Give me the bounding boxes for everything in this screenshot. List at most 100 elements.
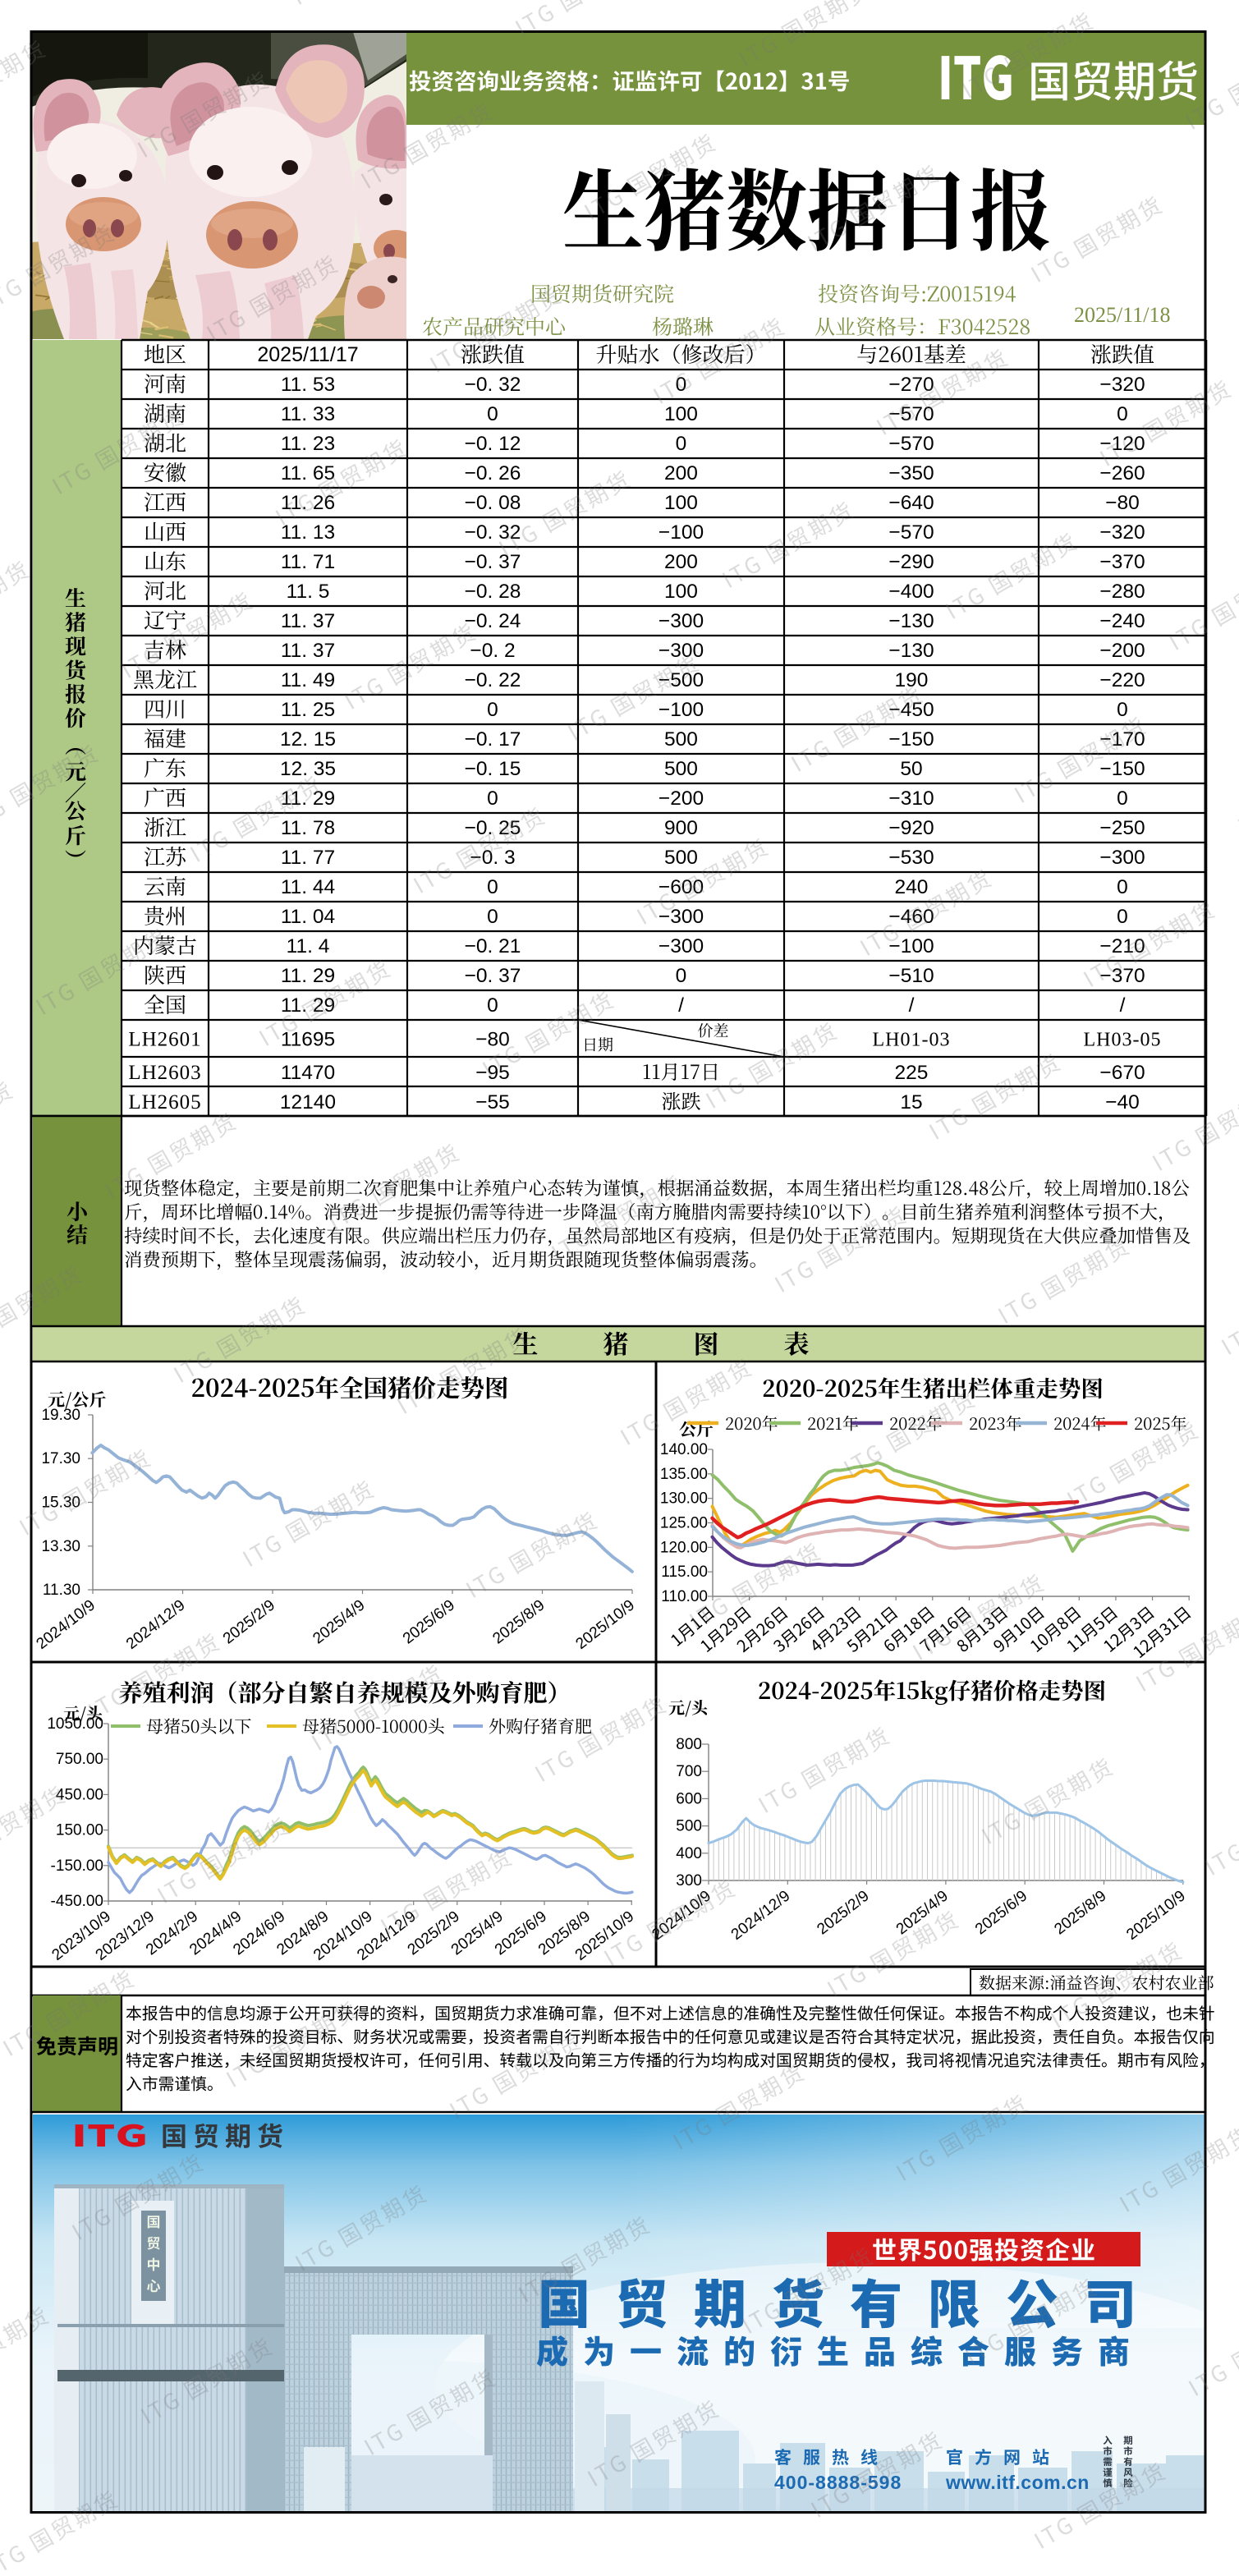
svg-text:−570: −570 xyxy=(888,433,934,455)
svg-text:−200: −200 xyxy=(1099,640,1145,662)
svg-text:−320: −320 xyxy=(1099,521,1145,544)
svg-text:−40: −40 xyxy=(1105,1091,1140,1114)
svg-text:11. 71: 11. 71 xyxy=(281,551,335,573)
svg-text:−130: −130 xyxy=(888,610,934,632)
svg-text:125.00: 125.00 xyxy=(660,1514,708,1531)
svg-text:−530: −530 xyxy=(888,847,934,869)
svg-text:−320: −320 xyxy=(1099,374,1145,396)
svg-text:100: 100 xyxy=(664,581,698,603)
svg-text:−370: −370 xyxy=(1099,551,1145,573)
svg-text:135.00: 135.00 xyxy=(660,1466,708,1483)
svg-text:500: 500 xyxy=(664,758,698,780)
svg-text:115.00: 115.00 xyxy=(661,1564,708,1581)
svg-text:LH01-03: LH01-03 xyxy=(873,1030,951,1051)
svg-text:−280: −280 xyxy=(1099,581,1145,603)
svg-text:−200: −200 xyxy=(659,787,704,810)
svg-text:200: 200 xyxy=(664,551,698,573)
svg-text:120.00: 120.00 xyxy=(660,1539,708,1556)
svg-text:-150.00: -150.00 xyxy=(51,1857,103,1875)
svg-text:−510: −510 xyxy=(888,965,934,987)
svg-text:0: 0 xyxy=(1117,403,1128,425)
svg-text:−370: −370 xyxy=(1099,965,1145,987)
svg-text:−460: −460 xyxy=(888,906,934,928)
svg-text:100: 100 xyxy=(664,403,698,425)
svg-text:−55: −55 xyxy=(475,1091,510,1114)
svg-text:300: 300 xyxy=(676,1872,702,1890)
svg-text:-450.00: -450.00 xyxy=(51,1893,103,1910)
svg-text:1050.00: 1050.00 xyxy=(47,1715,103,1733)
svg-text:−130: −130 xyxy=(888,640,934,662)
svg-text:0: 0 xyxy=(1117,699,1128,721)
svg-text:100: 100 xyxy=(664,492,698,514)
svg-text:0: 0 xyxy=(1117,787,1128,810)
svg-text:200: 200 xyxy=(664,462,698,484)
svg-text:−270: −270 xyxy=(888,374,934,396)
svg-text:−640: −640 xyxy=(888,492,934,514)
svg-text:−150: −150 xyxy=(1099,758,1145,780)
svg-text:11. 4: 11. 4 xyxy=(287,935,330,957)
svg-text:11. 23: 11. 23 xyxy=(281,433,335,455)
svg-text:−0. 3: −0. 3 xyxy=(470,847,515,869)
svg-text:11695: 11695 xyxy=(281,1029,335,1051)
svg-text:11. 13: 11. 13 xyxy=(281,521,335,544)
svg-text:−100: −100 xyxy=(659,699,704,721)
svg-text:−670: −670 xyxy=(1099,1062,1145,1084)
svg-text:15.30: 15.30 xyxy=(41,1495,80,1512)
svg-text:−920: −920 xyxy=(888,817,934,839)
svg-text:0: 0 xyxy=(487,787,498,810)
svg-text:−100: −100 xyxy=(659,521,704,544)
svg-text:−0. 32: −0. 32 xyxy=(465,374,521,396)
svg-text:11. 37: 11. 37 xyxy=(281,610,335,632)
svg-text:240: 240 xyxy=(895,876,929,898)
svg-text:/: / xyxy=(1120,994,1126,1017)
svg-text:−0. 37: −0. 37 xyxy=(465,965,521,987)
svg-text:11. 29: 11. 29 xyxy=(281,965,335,987)
svg-text:−0. 12: −0. 12 xyxy=(465,433,521,455)
svg-text:110.00: 110.00 xyxy=(661,1588,708,1605)
svg-text:−0. 22: −0. 22 xyxy=(465,669,521,691)
svg-text:−150: −150 xyxy=(888,728,934,751)
svg-text:17.30: 17.30 xyxy=(41,1450,80,1467)
svg-text:−250: −250 xyxy=(1099,817,1145,839)
svg-text:2025/11/18: 2025/11/18 xyxy=(1074,303,1170,327)
svg-text:150.00: 150.00 xyxy=(56,1822,103,1839)
svg-text:−0. 28: −0. 28 xyxy=(465,581,521,603)
svg-text:−570: −570 xyxy=(888,521,934,544)
svg-text:450.00: 450.00 xyxy=(56,1786,103,1803)
svg-text:/: / xyxy=(678,994,684,1017)
svg-text:www.itf.com.cn: www.itf.com.cn xyxy=(945,2472,1090,2493)
svg-text:225: 225 xyxy=(895,1062,929,1084)
svg-text:−0. 37: −0. 37 xyxy=(465,551,521,573)
svg-text:−120: −120 xyxy=(1099,433,1145,455)
svg-text:LH2605: LH2605 xyxy=(128,1091,201,1114)
svg-text:−0. 15: −0. 15 xyxy=(465,758,521,780)
svg-text:0: 0 xyxy=(1117,876,1128,898)
svg-text:11470: 11470 xyxy=(281,1062,335,1084)
svg-text:−220: −220 xyxy=(1099,669,1145,691)
svg-text:11. 5: 11. 5 xyxy=(287,581,330,603)
svg-text:0: 0 xyxy=(676,965,687,987)
svg-text:0: 0 xyxy=(487,876,498,898)
svg-text:0: 0 xyxy=(1117,906,1128,928)
svg-text:11.30: 11.30 xyxy=(43,1582,80,1599)
svg-text:LH03-05: LH03-05 xyxy=(1084,1030,1162,1051)
svg-text:−300: −300 xyxy=(659,640,704,662)
svg-text:500: 500 xyxy=(676,1818,702,1835)
svg-text:LH2603: LH2603 xyxy=(128,1062,201,1084)
svg-text:19.30: 19.30 xyxy=(41,1407,80,1424)
svg-text:−0. 32: −0. 32 xyxy=(465,521,521,544)
svg-text:11. 49: 11. 49 xyxy=(281,669,335,691)
svg-text:−240: −240 xyxy=(1099,610,1145,632)
svg-text:0: 0 xyxy=(487,906,498,928)
svg-text:0: 0 xyxy=(487,994,498,1017)
svg-text:−210: −210 xyxy=(1099,935,1145,957)
svg-text:−0. 08: −0. 08 xyxy=(465,492,521,514)
svg-text:−310: −310 xyxy=(888,787,934,810)
svg-text:13.30: 13.30 xyxy=(41,1538,80,1555)
svg-text:0: 0 xyxy=(487,699,498,721)
svg-text:−0. 17: −0. 17 xyxy=(465,728,521,751)
svg-text:140.00: 140.00 xyxy=(660,1441,708,1458)
svg-text:500: 500 xyxy=(664,847,698,869)
svg-text:500: 500 xyxy=(664,728,698,751)
svg-text:−0. 26: −0. 26 xyxy=(465,462,521,484)
